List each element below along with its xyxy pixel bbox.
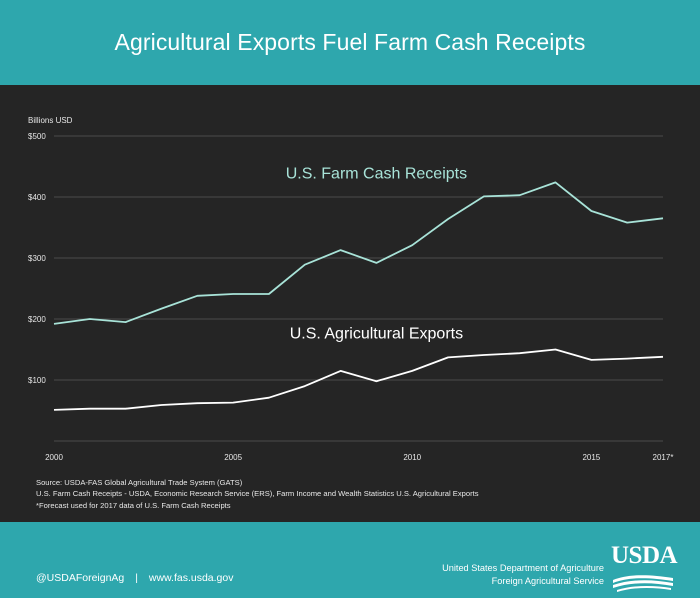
x-tick-label: 2015 [582, 453, 600, 462]
x-tick-label: 2005 [224, 453, 242, 462]
source-line: Source: USDA-FAS Global Agricultural Tra… [36, 478, 243, 487]
y-tick-label: $400 [28, 193, 46, 202]
usda-logo: USDA [611, 542, 678, 594]
usda-logo-text: USDA [611, 542, 678, 569]
x-tick-label: 2000 [45, 453, 63, 462]
footer-social: @USDAForeignAg | www.fas.usda.gov [36, 572, 234, 584]
y-axis-label: Billions USD [28, 116, 73, 125]
footer-separator: | [135, 572, 138, 584]
line-chart: Billions USD $100 $200 $300 $400 $500 2000 2005… [28, 116, 674, 462]
source-notes: Source: USDA-FAS Global Agricultural Tra… [36, 477, 479, 511]
x-tick-label: 2010 [403, 453, 421, 462]
y-tick-label: $300 [28, 254, 46, 263]
source-line: *Forecast used for 2017 data of U.S. Far… [36, 500, 231, 510]
x-tick-label: 2017* [653, 453, 674, 462]
source-line: U.S. Farm Cash Receipts - USDA, Economic… [36, 489, 479, 499]
website-link[interactable]: www.fas.usda.gov [148, 572, 234, 584]
chart-area: Billions USD $100 $200 $300 $400 $500 2000 2005… [0, 85, 700, 522]
agency-line-service: Foreign Agricultural Service [491, 575, 604, 586]
twitter-handle-link[interactable]: @USDAForeignAg [36, 572, 125, 584]
agency-name: United States Department of Agriculture … [442, 562, 604, 587]
series-label-0: U.S. Farm Cash Receipts [286, 166, 467, 183]
y-tick-label: $200 [28, 315, 46, 324]
series-line-0 [53, 181, 664, 325]
agency-line-department: United States Department of Agriculture [442, 563, 604, 573]
series-label-1: U.S. Agricultural Exports [290, 326, 463, 343]
header-banner: Agricultural Exports Fuel Farm Cash Rece… [0, 0, 700, 85]
y-tick-label: $100 [28, 376, 46, 385]
footer-banner: @USDAForeignAg | www.fas.usda.gov United… [0, 522, 700, 598]
usda-logo-mark-icon [613, 575, 673, 592]
series-line-1 [53, 348, 664, 411]
y-tick-label: $500 [28, 132, 46, 141]
chart-title: Agricultural Exports Fuel Farm Cash Rece… [114, 29, 586, 55]
